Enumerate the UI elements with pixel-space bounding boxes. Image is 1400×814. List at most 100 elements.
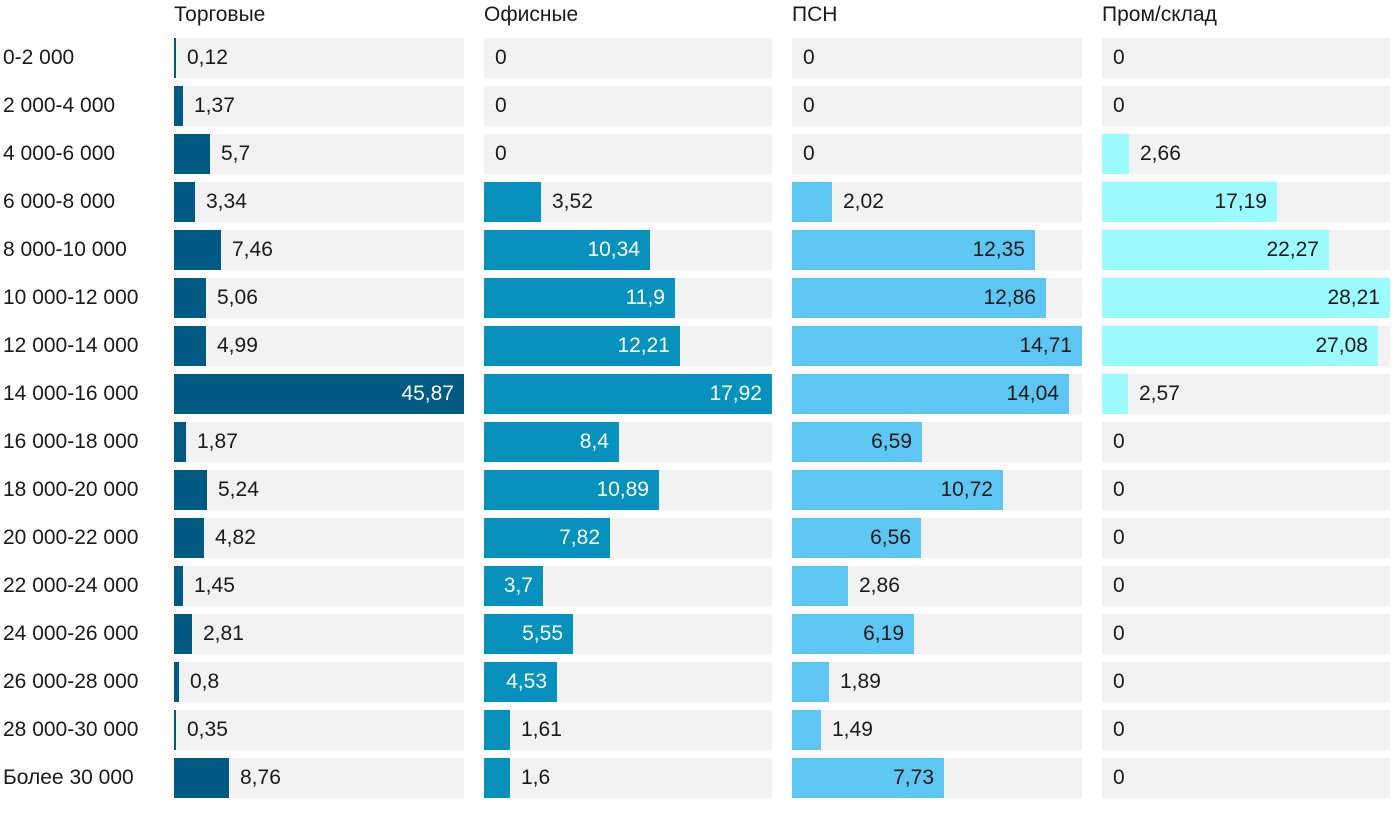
bar <box>484 182 541 222</box>
data-label: 12,35 <box>972 238 1025 261</box>
data-label: 4,82 <box>215 526 256 549</box>
bar <box>1102 326 1378 366</box>
data-label: 2,66 <box>1140 142 1181 165</box>
data-label: 14,71 <box>1019 334 1072 357</box>
data-label: 8,76 <box>240 766 281 789</box>
data-label: 12,21 <box>617 334 670 357</box>
data-label: 3,52 <box>552 190 593 213</box>
data-label: 5,06 <box>217 286 258 309</box>
bar <box>1102 278 1390 318</box>
bar-track <box>174 566 464 606</box>
category-label: 6 000-8 000 <box>3 190 116 213</box>
category-label: 22 000-24 000 <box>3 574 139 597</box>
data-label: 0 <box>1113 478 1125 501</box>
data-label: 0 <box>803 94 815 117</box>
bar <box>792 422 922 462</box>
bar-track <box>174 326 464 366</box>
bar <box>484 326 680 366</box>
panel-title: Торговые <box>174 3 266 26</box>
bar-track <box>174 134 464 174</box>
bar-track <box>174 614 464 654</box>
bar-track <box>792 134 1082 174</box>
bar-track <box>1102 86 1390 126</box>
data-label: 3,7 <box>503 574 533 597</box>
category-label: 4 000-6 000 <box>3 142 116 165</box>
bar <box>792 518 921 558</box>
data-label: 0 <box>495 94 507 117</box>
bar-track <box>792 710 1082 750</box>
data-label: 27,08 <box>1315 334 1368 357</box>
bar-track <box>174 422 464 462</box>
data-label: 8,4 <box>579 430 609 453</box>
bar <box>792 182 832 222</box>
data-label: 2,86 <box>859 574 900 597</box>
bar-track <box>484 86 772 126</box>
data-label: 0 <box>495 142 507 165</box>
bar <box>792 278 1046 318</box>
data-label: 4,53 <box>506 670 547 693</box>
bar <box>174 614 192 654</box>
data-label: 22,27 <box>1266 238 1319 261</box>
bar <box>792 662 829 702</box>
category-label: 2 000-4 000 <box>3 94 116 117</box>
bar-track <box>1102 38 1390 78</box>
bar <box>484 758 510 798</box>
data-label: 1,45 <box>194 574 235 597</box>
data-label: 0,35 <box>187 718 228 741</box>
data-label: 10,34 <box>587 238 640 261</box>
bar <box>174 470 207 510</box>
data-label: 11,9 <box>625 286 665 309</box>
data-label: 0,8 <box>190 670 220 693</box>
data-label: 5,24 <box>218 478 259 501</box>
bar <box>792 230 1035 270</box>
category-label: 8 000-10 000 <box>3 238 127 261</box>
bar <box>484 662 557 702</box>
data-label: 2,81 <box>203 622 244 645</box>
data-label: 0 <box>1113 430 1125 453</box>
bar <box>792 326 1082 366</box>
bar-track <box>1102 518 1390 558</box>
bar <box>792 566 848 606</box>
data-label: 28,21 <box>1327 286 1380 309</box>
data-label: 7,46 <box>232 238 273 261</box>
bar <box>174 38 176 78</box>
bar-track <box>1102 134 1390 174</box>
panel-title: ПСН <box>792 3 838 26</box>
data-label: 6,56 <box>870 526 911 549</box>
data-label: 0 <box>1113 46 1125 69</box>
panel-title: Офисные <box>484 3 579 26</box>
bar <box>174 326 206 366</box>
bar-track <box>792 182 1082 222</box>
bar <box>174 710 176 750</box>
data-label: 7,82 <box>559 526 600 549</box>
bar-track <box>174 230 464 270</box>
bar <box>174 566 183 606</box>
data-label: 0 <box>803 142 815 165</box>
data-label: 45,87 <box>401 382 454 405</box>
data-label: 12,86 <box>983 286 1036 309</box>
bar <box>174 518 204 558</box>
bar-track <box>484 134 772 174</box>
data-label: 1,89 <box>840 670 881 693</box>
bar-track <box>1102 710 1390 750</box>
bar-track <box>1102 758 1390 798</box>
data-label: 0 <box>1113 94 1125 117</box>
bar-track <box>484 758 772 798</box>
bar <box>484 422 619 462</box>
category-label: Более 30 000 <box>3 766 134 789</box>
bar-track <box>174 38 464 78</box>
data-label: 1,49 <box>832 718 873 741</box>
data-label: 1,87 <box>197 430 238 453</box>
bar <box>174 422 186 462</box>
data-label: 0 <box>1113 670 1125 693</box>
category-label: 18 000-20 000 <box>3 478 139 501</box>
data-label: 5,7 <box>221 142 251 165</box>
bar <box>1102 182 1277 222</box>
category-label: 26 000-28 000 <box>3 670 139 693</box>
category-label: 24 000-26 000 <box>3 622 139 645</box>
bar-track <box>484 38 772 78</box>
bar <box>484 710 510 750</box>
bar-track <box>1102 374 1390 414</box>
bar <box>484 614 573 654</box>
data-label: 4,99 <box>217 334 258 357</box>
